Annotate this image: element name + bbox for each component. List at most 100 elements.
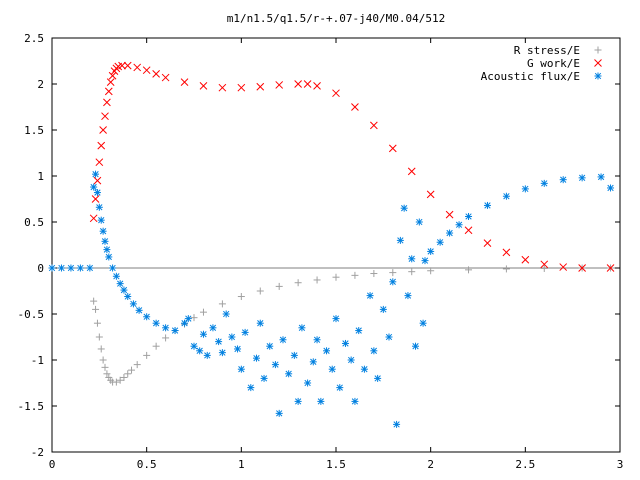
legend-label: R stress/E bbox=[514, 44, 580, 57]
data-point bbox=[275, 282, 283, 290]
x-tick-label: 2.5 bbox=[515, 458, 535, 471]
series-1 bbox=[90, 264, 615, 386]
data-point bbox=[336, 384, 344, 392]
data-point bbox=[123, 61, 132, 70]
x-axis: 0 0.5 1 1.5 2 2.5 3 bbox=[49, 38, 624, 471]
data-point bbox=[427, 247, 435, 255]
data-point bbox=[104, 87, 113, 96]
data-point bbox=[162, 334, 170, 342]
data-point bbox=[76, 264, 84, 272]
x-tick-label: 2 bbox=[427, 458, 434, 471]
data-point bbox=[351, 271, 359, 279]
data-point bbox=[483, 201, 491, 209]
data-point bbox=[199, 330, 207, 338]
data-point bbox=[323, 347, 331, 355]
x-tick-label: 3 bbox=[617, 458, 624, 471]
data-point bbox=[234, 345, 242, 353]
data-point bbox=[540, 264, 548, 272]
data-point bbox=[464, 226, 473, 235]
data-point bbox=[419, 319, 427, 327]
data-point bbox=[309, 358, 317, 366]
x-tick-label: 0 bbox=[49, 458, 56, 471]
data-point bbox=[260, 374, 268, 382]
data-point bbox=[86, 264, 94, 272]
data-point bbox=[351, 103, 359, 111]
data-point bbox=[597, 173, 605, 181]
data-point bbox=[540, 179, 548, 187]
y-tick-label: -0.5 bbox=[18, 308, 45, 321]
data-point bbox=[294, 397, 302, 405]
data-point bbox=[465, 212, 473, 220]
data-point bbox=[103, 98, 111, 107]
y-tick-label: 0.5 bbox=[24, 216, 44, 229]
data-point bbox=[436, 238, 444, 246]
data-point bbox=[199, 81, 208, 90]
data-point bbox=[408, 255, 416, 263]
data-point bbox=[106, 78, 115, 87]
data-point bbox=[502, 248, 511, 257]
data-point bbox=[99, 227, 107, 235]
data-point bbox=[294, 279, 302, 287]
data-point bbox=[129, 300, 137, 308]
data-point bbox=[124, 370, 132, 378]
data-point bbox=[99, 126, 107, 134]
data-point bbox=[370, 347, 378, 355]
legend-label: G work/E bbox=[527, 57, 580, 70]
legend-marker bbox=[594, 72, 602, 80]
data-point bbox=[152, 70, 160, 78]
data-point bbox=[91, 195, 100, 203]
data-point bbox=[199, 308, 207, 316]
data-point bbox=[152, 342, 160, 350]
x-tick-label: 1.5 bbox=[326, 458, 346, 471]
data-point bbox=[92, 305, 100, 313]
data-point bbox=[400, 204, 408, 212]
data-point bbox=[389, 278, 397, 286]
data-point bbox=[304, 379, 312, 387]
data-point bbox=[540, 260, 549, 269]
data-point bbox=[57, 264, 65, 272]
data-point bbox=[502, 265, 510, 273]
y-tick-label: -1 bbox=[31, 354, 44, 367]
data-point bbox=[93, 319, 101, 327]
data-point bbox=[415, 218, 423, 226]
y-tick-label: -1.5 bbox=[18, 400, 45, 413]
data-point bbox=[446, 229, 454, 237]
data-point bbox=[502, 192, 510, 200]
data-point bbox=[143, 313, 151, 321]
data-point bbox=[294, 80, 302, 88]
data-point bbox=[152, 319, 160, 327]
data-point bbox=[112, 272, 120, 280]
data-point bbox=[90, 297, 98, 305]
data-point bbox=[385, 333, 393, 341]
data-point bbox=[222, 310, 230, 318]
y-tick-label: -2 bbox=[31, 446, 44, 459]
data-point bbox=[181, 319, 189, 327]
data-point bbox=[455, 221, 463, 229]
x-tick-label: 1 bbox=[238, 458, 245, 471]
x-tick-label: 0.5 bbox=[137, 458, 157, 471]
data-point bbox=[407, 167, 416, 176]
plot-area-frame bbox=[51, 37, 621, 453]
data-point bbox=[559, 176, 567, 184]
data-point bbox=[171, 327, 179, 335]
data-point bbox=[109, 264, 117, 272]
data-point bbox=[266, 342, 274, 350]
data-point bbox=[256, 287, 264, 295]
data-point bbox=[366, 292, 374, 300]
data-point bbox=[209, 324, 217, 332]
data-point bbox=[275, 81, 284, 89]
data-point bbox=[578, 264, 586, 272]
data-point bbox=[143, 351, 151, 359]
data-point bbox=[116, 280, 124, 288]
data-point bbox=[408, 268, 416, 276]
data-point bbox=[103, 370, 111, 378]
series-2 bbox=[89, 61, 615, 272]
data-point bbox=[290, 351, 298, 359]
series-layer bbox=[48, 61, 615, 428]
data-point bbox=[180, 78, 189, 87]
data-point bbox=[285, 370, 293, 378]
data-point bbox=[351, 397, 359, 405]
data-point bbox=[445, 210, 454, 219]
data-point bbox=[360, 365, 368, 373]
data-point bbox=[607, 184, 615, 192]
